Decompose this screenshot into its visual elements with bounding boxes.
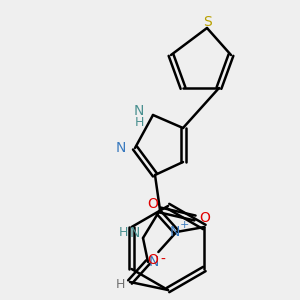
Text: -: - (160, 253, 165, 267)
Text: O: O (147, 253, 158, 267)
Text: +: + (180, 220, 189, 230)
Text: N: N (149, 255, 159, 269)
Text: N: N (169, 225, 180, 239)
Text: H: H (118, 226, 128, 239)
Text: S: S (202, 15, 211, 29)
Text: N: N (116, 141, 126, 155)
Text: H: H (115, 278, 125, 290)
Text: H: H (134, 116, 144, 130)
Text: N: N (130, 226, 140, 240)
Text: O: O (147, 197, 158, 211)
Text: N: N (134, 104, 144, 118)
Text: O: O (200, 211, 210, 225)
